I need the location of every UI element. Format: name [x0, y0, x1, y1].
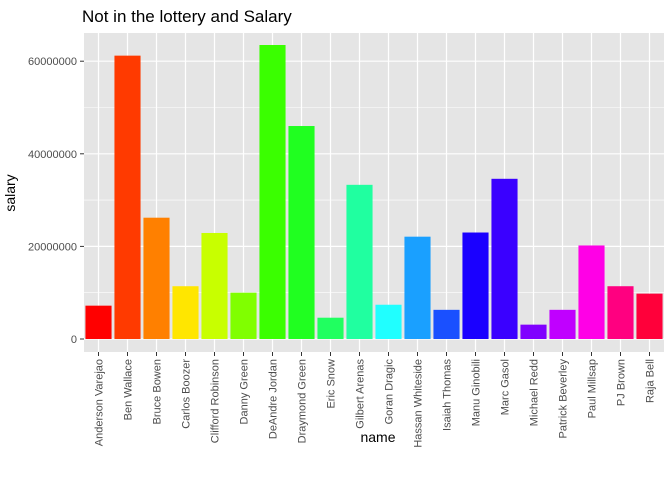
x-tick-label: Carlos Boozer: [181, 359, 193, 429]
x-tick-label: Ben Wallace: [123, 359, 135, 420]
y-axis: 0 20000000 40000000 60000000: [28, 56, 84, 346]
bar-deandre-jordan: [259, 45, 286, 339]
bar-danny-green: [230, 292, 257, 339]
bar-eric-snow: [317, 317, 344, 339]
x-tick-label: Hassan Whiteside: [413, 359, 425, 448]
x-tick-label: Goran Dragic: [384, 359, 396, 425]
x-tick-label: Clifford Robinson: [210, 359, 222, 443]
x-tick-label: Anderson Varejao: [94, 359, 106, 446]
bar-pj-brown: [607, 286, 634, 339]
bar-ben-wallace: [114, 55, 141, 340]
bar-michael-redd: [520, 324, 547, 339]
bar-marc-gasol: [491, 178, 518, 339]
x-tick-label: Raja Bell: [645, 359, 657, 403]
bar-manu-ginobili: [462, 232, 489, 339]
bar-clifford-robinson: [201, 232, 228, 339]
x-tick-label: Danny Green: [239, 359, 251, 424]
x-tick-label: Draymond Green: [297, 359, 309, 443]
x-axis: Anderson Varejao Ben Wallace Bruce Bowen Ca…: [94, 352, 657, 448]
x-tick-label: Manu Ginobili: [471, 359, 483, 426]
y-tick-label: 40000000: [28, 149, 77, 161]
x-tick-label: DeAndre Jordan: [268, 359, 280, 439]
bar-anderson-varejao: [85, 305, 112, 339]
bar-carlos-boozer: [172, 286, 199, 339]
x-tick-label: Michael Redd: [529, 359, 541, 426]
bar-bruce-bowen: [143, 217, 170, 339]
plot-panel: [84, 33, 664, 352]
x-tick-label: Isaiah Thomas: [442, 359, 454, 431]
x-tick-label: Bruce Bowen: [152, 359, 164, 424]
bar-isaiah-thomas: [433, 309, 460, 339]
y-axis-title: salary: [2, 174, 18, 211]
bar-paul-millsap: [578, 245, 605, 339]
y-tick-label: 0: [71, 334, 77, 346]
y-tick-label: 20000000: [28, 241, 77, 253]
bar-hassan-whiteside: [404, 236, 431, 339]
x-tick-label: Eric Snow: [326, 359, 338, 409]
bars: [85, 45, 663, 340]
x-tick-label: Gilbert Arenas: [355, 359, 367, 429]
y-tick-label: 60000000: [28, 56, 77, 68]
bar-gilbert-arenas: [346, 184, 373, 339]
bar-draymond-green: [288, 126, 315, 339]
bar-goran-dragic: [375, 304, 402, 339]
chart-title: Not in the lottery and Salary: [82, 7, 292, 26]
bar-patrick-beverley: [549, 309, 576, 339]
bar-raja-bell: [636, 293, 663, 339]
x-axis-title: name: [360, 429, 395, 445]
x-tick-label: Patrick Beverley: [558, 359, 570, 439]
x-tick-label: Paul Millsap: [587, 359, 599, 418]
x-tick-label: Marc Gasol: [500, 359, 512, 415]
x-tick-label: PJ Brown: [616, 359, 628, 406]
